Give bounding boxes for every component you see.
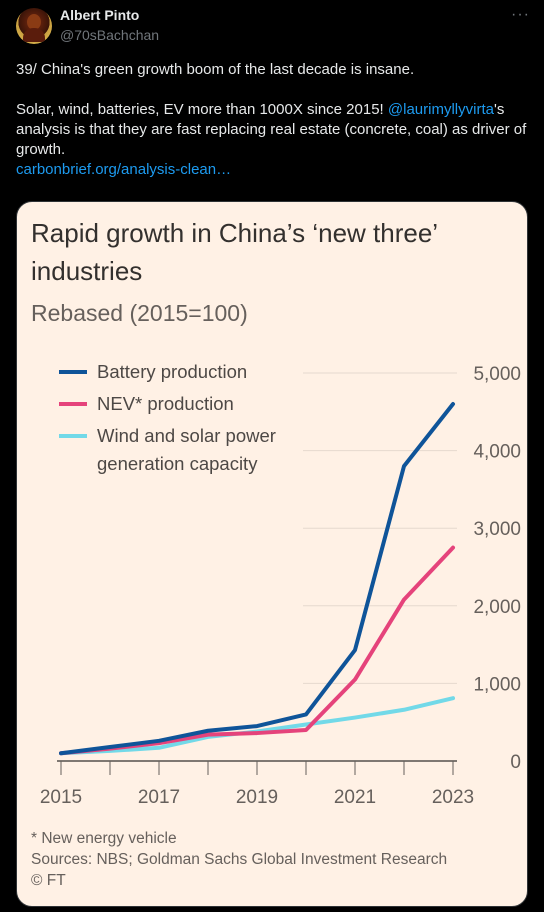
tweet-line-1: 39/ China's green growth boom of the las… [16, 61, 415, 78]
y-tick-label: 4,000 [473, 442, 521, 463]
author-name[interactable]: Albert Pinto [60, 7, 140, 23]
x-tick-label: 2019 [236, 787, 278, 808]
y-tick-label: 1,000 [473, 674, 521, 695]
x-tick-label: 2017 [138, 787, 180, 808]
footnote: * New energy vehicle [31, 830, 177, 847]
sources: Sources: NBS; Goldman Sachs Global Inves… [31, 851, 448, 868]
more-horizontal-icon[interactable]: ··· [511, 6, 530, 23]
legend-label: Battery production [97, 361, 247, 382]
mention-link[interactable]: @laurimyllyvirta [387, 101, 494, 118]
line-chart: 5,000 4,000 3,000 2,000 1,000 0 2015 2017 2019 20… [40, 361, 521, 808]
chart-footer: * New energy vehicle Sources: NBS; Goldm… [31, 828, 447, 891]
legend-label-cont: generation capacity [97, 453, 258, 474]
tweet-text-start: Solar, wind, batteries, EV more than 100… [16, 101, 388, 118]
chart-image[interactable]: Rapid growth in China’s ‘new three’ indu… [16, 201, 528, 907]
x-tick-label: 2023 [432, 787, 474, 808]
y-tick-label: 3,000 [473, 519, 521, 540]
series-line-2 [59, 545, 455, 756]
x-tick-label: 2021 [334, 787, 376, 808]
y-tick-label: 2,000 [473, 597, 521, 618]
article-link[interactable]: carbonbrief.org/analysis-clean… [16, 161, 232, 178]
legend-label: NEV* production [97, 393, 234, 414]
tweet-text-end: 's analysis is that they are fast replac… [16, 101, 527, 158]
legend-label: Wind and solar power [97, 425, 276, 446]
tweet-text: 39/ China's green growth boom of the las… [16, 60, 531, 180]
author-handle[interactable]: @70sBachchan [60, 27, 160, 43]
series-line-1 [59, 402, 455, 756]
x-tick-label: 2015 [40, 787, 82, 808]
tweet-line-2: Solar, wind, batteries, EV more than 100… [16, 100, 531, 160]
avatar[interactable] [16, 8, 52, 44]
y-tick-label: 5,000 [473, 364, 521, 385]
credit: © FT [31, 872, 66, 889]
chart-title: Rapid growth in China’s ‘new three’ indu… [31, 218, 438, 286]
y-tick-label: 0 [510, 752, 521, 773]
chart-subtitle: Rebased (2015=100) [31, 300, 248, 326]
